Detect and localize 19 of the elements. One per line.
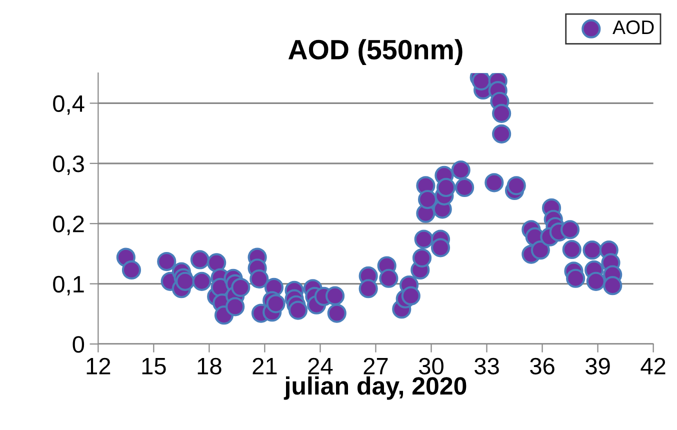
chart-title: AOD (550nm): [288, 39, 462, 65]
x-tick-label: 33: [474, 358, 499, 375]
legend-label: AOD: [612, 20, 654, 34]
x-tick-label: 12: [86, 358, 110, 374]
x-tick-label: 30: [419, 358, 444, 375]
y-tick-label: 0: [72, 336, 84, 353]
x-tick-label: 18: [198, 358, 222, 375]
y-tick-label: 0,3: [53, 155, 84, 175]
x-tick-label: 27: [364, 358, 388, 374]
x-tick-label: 15: [142, 358, 166, 375]
y-tick-label: 0,4: [53, 95, 84, 115]
x-tick-label: 21: [252, 358, 277, 374]
x-tick-label: 42: [640, 358, 666, 374]
y-tick-label: 0,2: [53, 216, 84, 236]
x-axis-title: julian day, 2020: [284, 376, 466, 400]
x-tick-label: 36: [530, 358, 554, 375]
y-tick-label: 0,1: [53, 276, 84, 296]
x-tick-label: 24: [308, 358, 333, 374]
x-tick-label: 39: [586, 358, 610, 375]
